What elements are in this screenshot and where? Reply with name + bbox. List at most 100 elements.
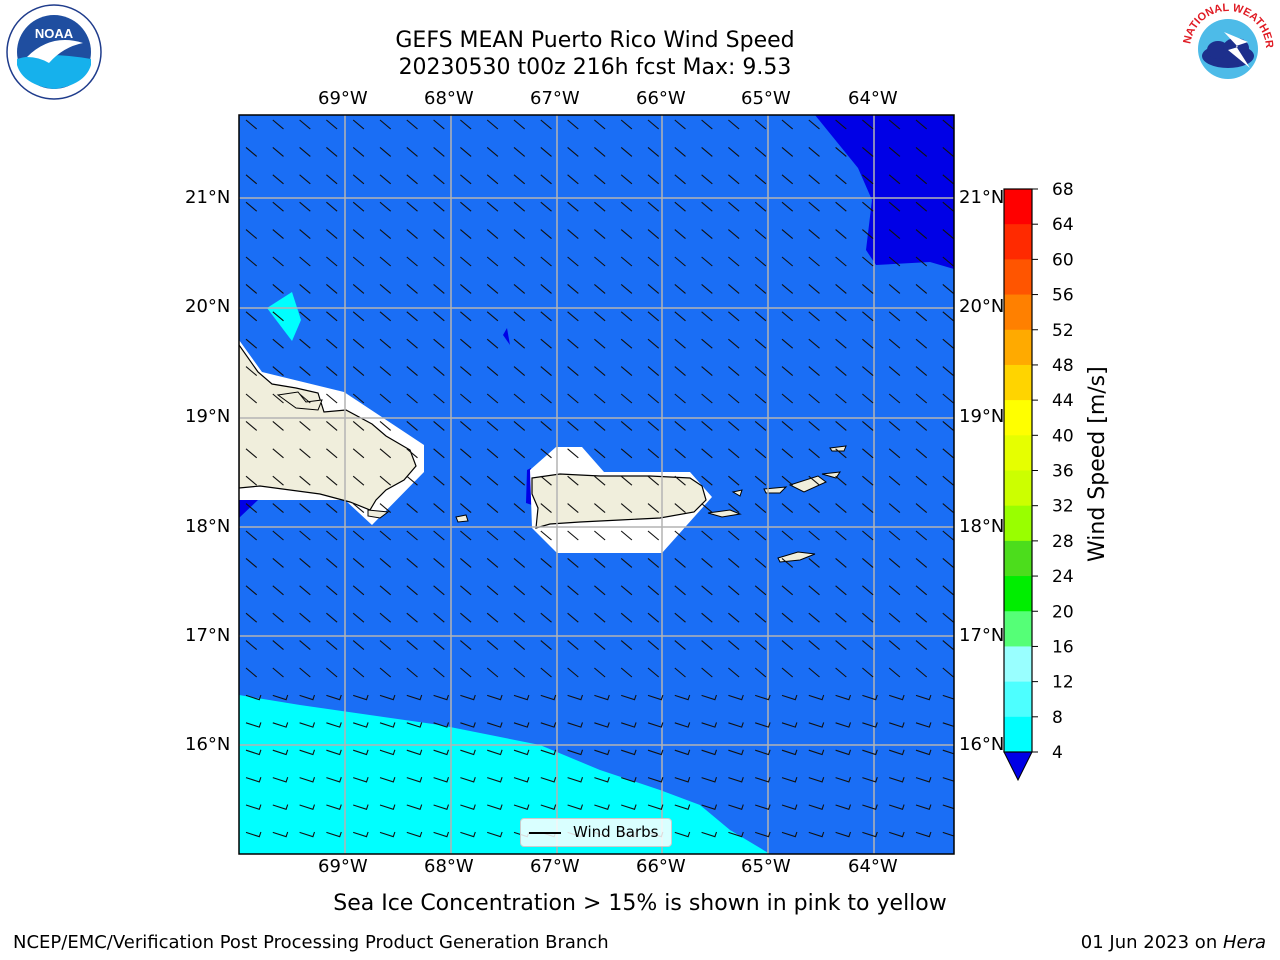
- wind-barb: [433, 366, 445, 377]
- wind-barb: [460, 612, 472, 623]
- wind-barb: [862, 366, 874, 377]
- wind-barb: [647, 283, 660, 294]
- wind-barb: [728, 557, 740, 568]
- wind-barb: [540, 366, 552, 377]
- wind-barb: [245, 338, 258, 349]
- wind-barb: [647, 503, 660, 514]
- wind-barb: [353, 694, 369, 701]
- wind-barb: [620, 366, 633, 377]
- wind-barb: [433, 640, 445, 651]
- wind-barb: [352, 530, 365, 541]
- wind-barb: [299, 448, 311, 459]
- wind-barb: [647, 201, 660, 212]
- wind-barb: [406, 119, 418, 130]
- lon-label-bottom-66w: 66°W: [636, 856, 686, 877]
- colorbar-band: [1004, 646, 1032, 683]
- wind-barb: [379, 174, 392, 185]
- colorbar-bands: [1004, 189, 1032, 753]
- wind-barb: [647, 119, 660, 130]
- wind-barb: [433, 174, 445, 185]
- wind-barb: [754, 311, 767, 322]
- wind-barb: [754, 393, 767, 404]
- lon-label-bottom-65w: 65°W: [741, 856, 791, 877]
- wind-barb: [594, 804, 610, 810]
- wind-barb: [540, 475, 552, 486]
- wind-barb: [460, 722, 476, 728]
- wind-barb: [701, 201, 713, 212]
- wind-barb: [299, 667, 311, 678]
- wind-barb: [701, 667, 713, 678]
- wind-barb: [460, 393, 472, 404]
- wind-barb: [620, 229, 633, 240]
- wind-barb: [862, 256, 874, 267]
- wind-barb: [888, 667, 901, 678]
- wind-barb: [674, 448, 686, 459]
- wind-barb: [728, 119, 740, 130]
- land-vieques: [707, 509, 742, 518]
- wind-barb: [594, 393, 606, 404]
- wind-barb: [245, 557, 258, 568]
- legend-line-swatch: [529, 832, 561, 834]
- wind-barb: [379, 229, 392, 240]
- wind-barb: [781, 420, 794, 431]
- wind-barb: [781, 503, 794, 514]
- wind-barb: [406, 585, 418, 596]
- lon-label-bottom-68w: 68°W: [424, 856, 474, 877]
- wind-barb: [674, 777, 691, 783]
- wind-barb: [299, 256, 311, 267]
- wind-barb: [835, 448, 847, 459]
- wind-barb: [862, 749, 878, 756]
- wind-barb: [701, 256, 713, 267]
- wind-barb: [486, 201, 499, 212]
- wind-barb: [808, 174, 820, 185]
- chart-title: GEFS MEAN Puerto Rico Wind Speed: [395, 28, 795, 53]
- wind-barb: [915, 722, 932, 728]
- wind-barb: [379, 420, 392, 431]
- wind-barb: [433, 749, 450, 756]
- wind-barb: [379, 146, 392, 157]
- wind-barb: [594, 722, 610, 728]
- wind-barb: [942, 174, 954, 185]
- wind-barb: [567, 146, 579, 157]
- wind-barb: [272, 749, 289, 756]
- wind-barb: [862, 612, 874, 623]
- wind-barb: [808, 420, 820, 431]
- wind-barb: [888, 585, 901, 596]
- wind-barb: [460, 804, 476, 810]
- wind-barb: [272, 229, 284, 240]
- colorbar-band: [1004, 505, 1032, 542]
- wind-barb: [406, 749, 423, 756]
- wind-barb: [647, 640, 660, 651]
- wind-barb: [942, 667, 954, 678]
- wind-barb: [353, 777, 369, 783]
- wind-barb: [352, 448, 365, 459]
- wind-barb: [245, 146, 258, 157]
- wind-barb: [808, 366, 820, 377]
- wind-barb: [728, 338, 740, 349]
- colorbar-band: [1004, 576, 1032, 612]
- wind-barb: [406, 694, 423, 701]
- wind-barb: [594, 201, 606, 212]
- wind-barb: [781, 201, 794, 212]
- wind-barb: [567, 557, 579, 568]
- wind-barb: [272, 831, 289, 838]
- wind-barb: [755, 694, 771, 701]
- wind-barb: [835, 229, 847, 240]
- wind-barb: [620, 640, 633, 651]
- wind-barb: [326, 201, 338, 212]
- wind-barb: [835, 420, 847, 431]
- wind-barb: [379, 338, 392, 349]
- lat-label-left-17n: 17°N: [185, 625, 231, 646]
- wind-barb: [245, 612, 258, 623]
- wind-barb: [540, 393, 552, 404]
- wind-barb: [674, 229, 686, 240]
- wind-barb: [353, 749, 369, 756]
- wind-barb: [915, 530, 928, 541]
- wind-barb: [567, 256, 579, 267]
- wind-barb: [835, 831, 852, 838]
- wind-barb: [647, 612, 660, 623]
- wind-barb: [674, 585, 686, 596]
- wind-barb: [353, 804, 369, 810]
- wind-barb: [326, 585, 338, 596]
- wind-barb: [835, 640, 847, 651]
